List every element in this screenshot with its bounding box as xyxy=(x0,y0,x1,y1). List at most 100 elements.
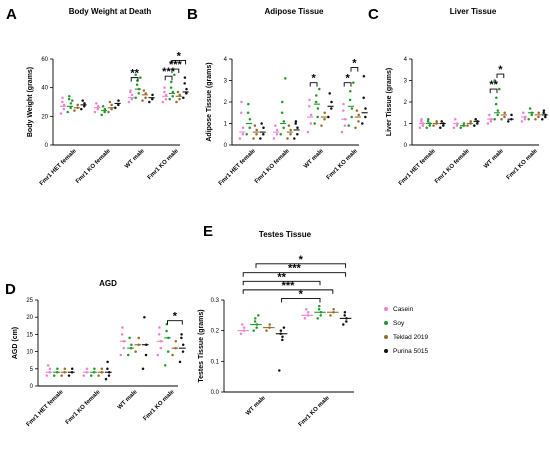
data-point xyxy=(421,124,425,127)
data-point xyxy=(83,105,86,108)
data-point xyxy=(354,126,357,130)
data-point xyxy=(70,367,74,371)
data-point xyxy=(103,110,106,114)
data-point xyxy=(110,107,113,111)
y-tick-label: 20 xyxy=(41,114,48,120)
data-point xyxy=(296,126,299,130)
data-point xyxy=(537,115,540,119)
data-point xyxy=(248,126,251,130)
data-point xyxy=(114,106,117,109)
data-point xyxy=(151,97,154,101)
data-point xyxy=(63,367,67,371)
data-point xyxy=(342,102,345,106)
data-point xyxy=(106,360,109,364)
y-tick-label: 25 xyxy=(26,298,33,304)
y-tick-label: 4 xyxy=(224,57,228,63)
data-point xyxy=(294,120,298,123)
data-point xyxy=(268,323,271,326)
data-point xyxy=(362,74,366,78)
data-point xyxy=(494,102,498,106)
data-point xyxy=(163,86,166,89)
significance-bracket xyxy=(309,82,318,87)
panel-title: AGD xyxy=(99,279,117,288)
data-point xyxy=(440,120,443,123)
significance-bracket xyxy=(167,320,183,325)
data-point xyxy=(306,130,310,134)
y-tick-label: 15 xyxy=(26,332,33,338)
data-point xyxy=(137,92,140,95)
data-point xyxy=(313,122,316,125)
data-point xyxy=(69,106,72,109)
legend-label: Soy xyxy=(393,320,405,327)
data-point xyxy=(541,117,544,121)
data-point xyxy=(327,115,330,119)
data-point xyxy=(61,96,64,99)
data-point xyxy=(80,107,83,111)
data-point xyxy=(73,109,76,112)
data-point xyxy=(488,113,491,117)
legend-marker xyxy=(384,335,388,339)
data-point xyxy=(361,122,364,125)
data-point xyxy=(452,126,456,130)
data-point xyxy=(95,102,98,105)
significance-bracket xyxy=(171,68,180,74)
data-point xyxy=(260,122,263,125)
data-point xyxy=(282,326,286,329)
data-point xyxy=(544,115,547,119)
data-point xyxy=(127,100,131,104)
data-point xyxy=(121,326,124,329)
data-point xyxy=(67,374,71,377)
data-point xyxy=(289,128,292,132)
data-point xyxy=(355,109,359,112)
data-point xyxy=(425,126,428,130)
data-point xyxy=(165,329,168,333)
data-point xyxy=(275,133,279,136)
y-tick-label: 0 xyxy=(45,143,49,149)
data-point xyxy=(180,336,183,340)
data-point xyxy=(180,333,183,336)
data-point xyxy=(175,100,178,104)
significance-bracket xyxy=(242,280,321,286)
data-point xyxy=(530,113,533,117)
data-point xyxy=(278,369,281,372)
legend-label: Teklad 2019 xyxy=(393,334,428,341)
data-point xyxy=(164,97,168,101)
data-point xyxy=(259,137,262,140)
data-point xyxy=(69,102,73,105)
data-point xyxy=(141,99,144,102)
data-point xyxy=(46,364,50,367)
data-point xyxy=(520,120,524,123)
data-point xyxy=(62,107,66,111)
data-point xyxy=(343,314,346,317)
category-label: Fmr1 KO male xyxy=(147,148,180,181)
data-point xyxy=(255,133,258,136)
y-axis-label: Body Weight (grams) xyxy=(27,67,34,137)
data-point xyxy=(500,117,503,121)
data-point xyxy=(103,107,107,111)
significance-label: * xyxy=(498,64,503,76)
data-point xyxy=(245,133,248,136)
data-point xyxy=(486,122,490,125)
data-point xyxy=(157,333,161,336)
data-point xyxy=(253,320,257,323)
category-label: Fmr1 KO female xyxy=(75,148,112,185)
significance-bracket xyxy=(350,67,359,72)
data-point xyxy=(137,336,141,340)
panel-title: Adipose Tissue xyxy=(265,7,325,16)
data-point xyxy=(275,128,279,132)
data-point xyxy=(420,117,423,121)
y-tick-label: 0.0 xyxy=(211,390,220,396)
data-point xyxy=(238,137,242,140)
category-label: Fmr1 HET female xyxy=(218,148,257,187)
data-point xyxy=(364,107,367,110)
data-point xyxy=(129,89,132,92)
data-point xyxy=(119,353,123,357)
significance-bracket xyxy=(255,263,347,268)
category-label: Fmr1 HET female xyxy=(26,389,65,428)
panel-e: E Testes Tissue 0.0 0.1 0.2 0.3 Testes Tissue … xyxy=(198,223,354,428)
data-point xyxy=(134,96,137,99)
data-point xyxy=(262,126,265,130)
data-point xyxy=(362,96,365,99)
data-point xyxy=(309,122,313,125)
data-point xyxy=(181,343,185,346)
